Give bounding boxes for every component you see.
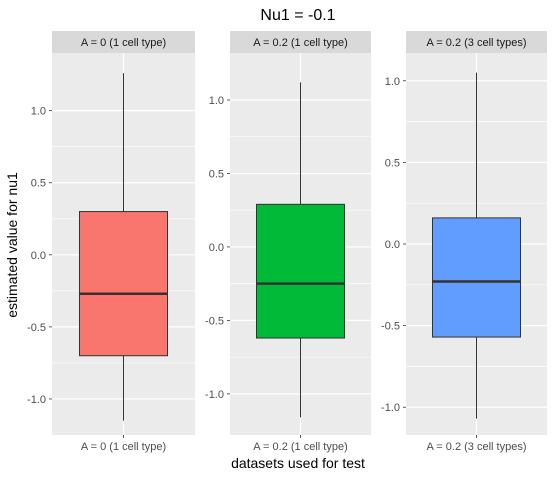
y-tick-label: 0.5 — [385, 157, 400, 169]
y-tick-label: -1.0 — [381, 402, 400, 414]
facet-strip-label: A = 0 (1 cell type) — [81, 37, 166, 49]
y-tick-label: 0.0 — [209, 242, 224, 254]
facet-panel-2: A = 0.2 (1 cell type) -1.0 -0.5 0.0 0.5 1.0 A … — [205, 31, 371, 453]
y-tick-label: -0.5 — [205, 315, 224, 327]
x-tick-label: A = 0.2 (3 cell types) — [427, 441, 527, 453]
iqr-box — [80, 212, 168, 356]
y-tick-label: 1.0 — [31, 106, 46, 118]
x-axis-title: datasets used for test — [231, 455, 365, 471]
iqr-box — [257, 204, 345, 338]
facet-panels: A = 0 (1 cell type)-1.0-0.50.00.51.0A = … — [27, 31, 547, 453]
y-tick-label: 0.0 — [385, 239, 400, 251]
facet-panel-1: A = 0 (1 cell type) -1.0 -0.5 0.0 0.5 1.0 A = … — [27, 31, 195, 453]
y-tick-label: 0.0 — [31, 250, 46, 262]
chart-title: Nu1 = -0.1 — [260, 7, 335, 24]
y-axis-title: estimated value for nu1 — [4, 172, 20, 318]
facet-strip-label: A = 0.2 (1 cell type) — [253, 37, 347, 49]
iqr-box — [433, 218, 521, 337]
facet-strip-label: A = 0.2 (3 cell types) — [427, 37, 527, 49]
y-tick-label: -1.0 — [27, 394, 46, 406]
y-tick-label: 0.5 — [209, 168, 224, 180]
y-tick-label: -1.0 — [205, 389, 224, 401]
facet-panel-3: A = 0.2 (3 cell types) -1.0 -0.5 0.0 0.5 1.0 A… — [381, 31, 547, 453]
x-tick-label: A = 0.2 (1 cell type) — [253, 441, 347, 453]
x-tick-label: A = 0 (1 cell type) — [81, 441, 166, 453]
y-tick-label: -0.5 — [381, 321, 400, 333]
y-tick-label: 1.0 — [209, 95, 224, 107]
y-tick-label: 1.0 — [385, 76, 400, 88]
y-tick-label: -0.5 — [27, 322, 46, 334]
y-tick-label: 0.5 — [31, 178, 46, 190]
